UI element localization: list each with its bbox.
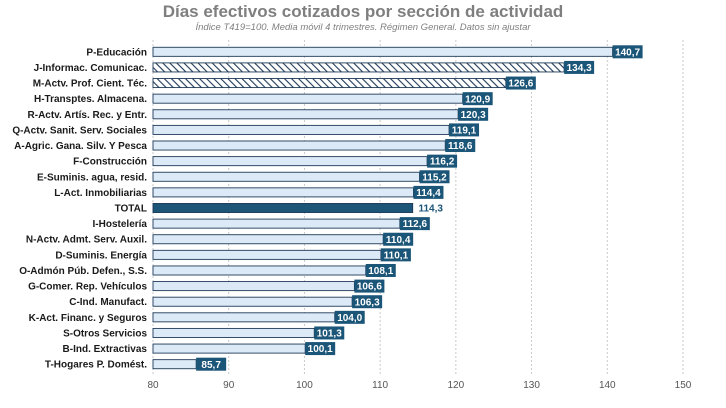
category-label: Q-Actv. Sanit. Serv. Sociales xyxy=(12,125,147,136)
x-tick-label: 90 xyxy=(223,380,235,391)
data-label: 114,4 xyxy=(416,188,441,199)
category-label: D-Suminis. Energía xyxy=(55,250,147,261)
data-label-box xyxy=(305,342,336,356)
data-label-box xyxy=(458,107,489,121)
bar xyxy=(152,62,565,73)
data-label: 110,1 xyxy=(384,250,409,261)
bar xyxy=(152,343,306,354)
x-tick-label: 130 xyxy=(523,380,540,391)
bar xyxy=(152,327,315,338)
bar xyxy=(152,171,420,182)
data-label-box xyxy=(414,201,447,215)
data-label-box xyxy=(419,170,450,184)
bar xyxy=(152,203,414,213)
category-label: B-Ind. Extractivas xyxy=(63,344,148,355)
category-label: P-Educación xyxy=(86,47,147,58)
category-label: O-Admón Púb. Defen., S.S. xyxy=(19,266,147,277)
category-label: N-Actv. Admt. Serv. Auxil. xyxy=(26,235,147,246)
bar xyxy=(152,156,428,167)
data-label-box xyxy=(612,45,643,59)
data-label: 106,6 xyxy=(357,282,382,293)
chart-title: Días efectivos cotizados por sección de … xyxy=(162,2,564,21)
data-label: 106,3 xyxy=(355,297,380,308)
x-tick-label: 140 xyxy=(599,380,616,391)
data-label-box xyxy=(365,263,396,277)
data-label: 108,1 xyxy=(368,266,393,277)
data-label-box xyxy=(413,185,444,199)
x-tick-label: 110 xyxy=(372,380,388,391)
bar xyxy=(152,109,459,120)
category-label: TOTAL xyxy=(115,204,147,215)
data-label: 119,1 xyxy=(452,126,477,137)
bar xyxy=(152,312,336,323)
category-label: H-Transptes. Almacena. xyxy=(34,94,147,105)
data-label-box xyxy=(449,123,480,137)
category-label: J-Informac. Comunicac. xyxy=(34,63,148,74)
category-label: C-Ind. Manufact. xyxy=(69,297,147,308)
data-label: 120,3 xyxy=(461,110,486,121)
data-label: 115,2 xyxy=(422,172,447,183)
data-label: 120,9 xyxy=(465,94,490,105)
data-label-box xyxy=(354,279,385,293)
x-tick-label: 150 xyxy=(675,380,692,391)
bar xyxy=(152,296,353,307)
data-label: 112,6 xyxy=(403,219,428,230)
bar xyxy=(152,93,464,104)
data-label: 104,0 xyxy=(337,313,362,324)
data-label: 101,3 xyxy=(317,329,342,340)
data-label-box xyxy=(314,326,345,340)
data-label: 100,1 xyxy=(308,344,333,355)
bar xyxy=(152,78,507,89)
bar xyxy=(152,359,197,370)
category-label: F-Construcción xyxy=(73,157,147,168)
bar xyxy=(152,187,414,198)
data-label-box xyxy=(399,217,430,231)
data-label-box xyxy=(445,139,476,153)
x-tick-label: 120 xyxy=(448,380,465,391)
category-label: S-Otros Servicios xyxy=(63,328,147,339)
bar xyxy=(152,218,401,229)
bar xyxy=(152,124,450,135)
data-label-box xyxy=(564,60,595,74)
data-label: 140,7 xyxy=(615,47,640,58)
data-label: 126,6 xyxy=(508,79,533,90)
data-label: 116,2 xyxy=(430,157,455,168)
category-label: I-Hostelería xyxy=(93,219,148,230)
data-label: 110,4 xyxy=(386,235,411,246)
bar xyxy=(152,249,382,260)
x-tick-label: 80 xyxy=(147,380,159,391)
category-label: G-Comer. Rep. Vehículos xyxy=(28,282,147,293)
data-label-box xyxy=(462,92,493,106)
data-label-box xyxy=(505,76,536,90)
category-label: L-Act. Inmobiliarias xyxy=(54,188,147,199)
category-label: T-Hogares P. Domést. xyxy=(45,360,147,371)
category-label: K-Act. Financ. y Seguros xyxy=(29,313,148,324)
data-label-box xyxy=(196,357,227,371)
data-label: 134,3 xyxy=(567,63,592,74)
bar xyxy=(152,234,384,245)
data-label: 118,6 xyxy=(448,141,473,152)
chart-subtitle: Índice T419=100. Media móvil 4 trimestre… xyxy=(195,22,531,33)
bar xyxy=(152,46,614,57)
data-label: 114,3 xyxy=(418,204,443,215)
data-label-box xyxy=(427,154,458,168)
bar xyxy=(152,265,367,276)
data-label: 85,7 xyxy=(201,360,221,371)
data-label-box xyxy=(383,232,414,246)
data-label-box xyxy=(334,310,365,324)
data-label-box xyxy=(352,295,383,309)
bar xyxy=(152,281,355,292)
category-label: A-Agric. Gana. Silv. Y Pesca xyxy=(14,141,147,152)
category-label: E-Suminis. agua, resid. xyxy=(37,172,147,183)
bar xyxy=(152,140,446,151)
x-tick-label: 100 xyxy=(296,380,313,391)
data-label-box xyxy=(380,248,411,262)
category-label: R-Actv. Artís. Rec. y Entr. xyxy=(28,110,148,121)
category-label: M-Actv. Prof. Cient. Téc. xyxy=(33,79,147,90)
